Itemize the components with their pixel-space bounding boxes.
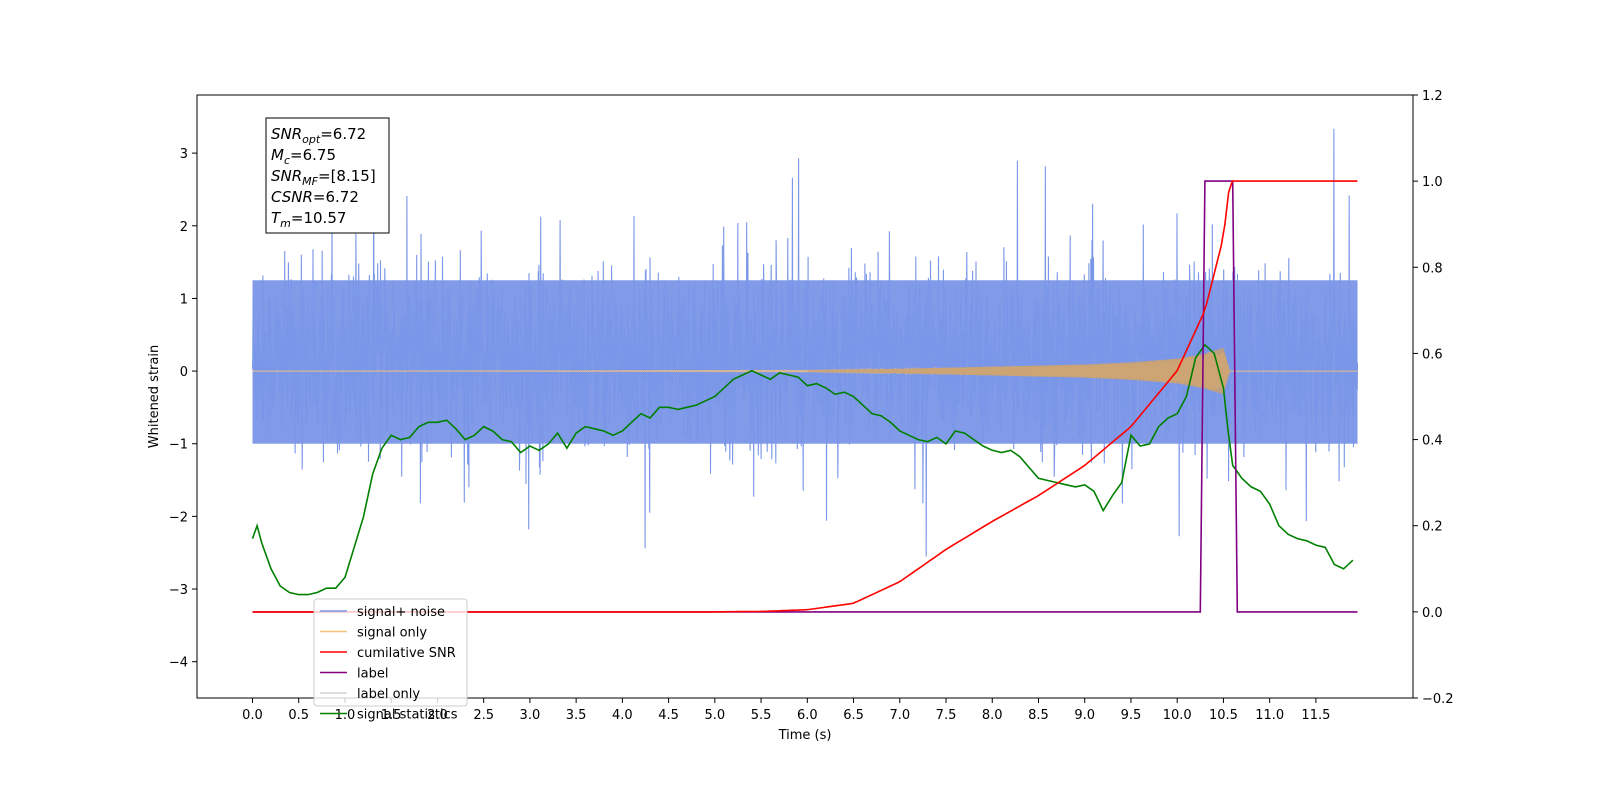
x-tick-label: 6.0 — [797, 708, 818, 723]
y-left-tick-label: −3 — [169, 583, 188, 598]
info-box-line: CSNR=6.72 — [271, 188, 359, 206]
x-tick-label: 7.5 — [936, 708, 957, 723]
info-box-frame — [265, 117, 390, 234]
y-right-tick-label: −0.2 — [1422, 692, 1454, 707]
series-signal-only-envelope — [807, 348, 1230, 394]
info-box-line: Tm=10.57 — [271, 209, 346, 230]
x-tick-label: 4.0 — [612, 708, 633, 723]
plot-layers — [251, 128, 1359, 613]
x-tick-label: 10.5 — [1209, 708, 1238, 723]
y-right-tick-label: 1.0 — [1422, 175, 1443, 190]
y-left-tick-label: 0 — [180, 365, 188, 380]
x-tick-label: 0.0 — [242, 708, 263, 723]
y-right-tick-label: 0.8 — [1422, 261, 1443, 276]
y-left-tick-label: −4 — [169, 656, 188, 671]
legend-label: cumilative SNR — [357, 646, 456, 661]
x-tick-label: 2.0 — [427, 708, 448, 723]
axes-layer: 0.0 0.5 1.0 1.5 2.0 2.5 3.0 3.5 4.0 4.5 5.0 5.5 6.0 6… — [147, 89, 1454, 743]
y-right-tick-label: 0.6 — [1422, 347, 1443, 362]
series-signal-statistics — [251, 343, 1354, 596]
y-left-tick-label: −2 — [169, 510, 188, 525]
x-tick-label: 10.0 — [1163, 708, 1192, 723]
legend-label: label only — [357, 687, 420, 702]
x-tick-label: 5.0 — [704, 708, 725, 723]
legend: signal+ noise signal only cumilative SNR la… — [313, 598, 468, 723]
y-right-tick-label: 0.4 — [1422, 434, 1443, 449]
x-tick-label: 11.0 — [1255, 708, 1284, 723]
y-right-tick-label: 0.0 — [1422, 606, 1443, 621]
y-axis-label: Whitened strain — [147, 345, 162, 448]
x-tick-label: 11.5 — [1301, 708, 1330, 723]
legend-label: label — [357, 667, 388, 682]
x-tick-label: 8.0 — [982, 708, 1003, 723]
legend-frame — [313, 598, 468, 707]
info-box-line: SNRMF=[8.15] — [271, 167, 376, 188]
legend-label: signal statistics — [357, 708, 458, 723]
y-left-tick-label: 3 — [180, 147, 188, 162]
info-box-line: SNRopt=6.72 — [271, 125, 366, 146]
x-tick-label: 3.0 — [520, 708, 541, 723]
series-label — [252, 180, 1358, 613]
x-tick-label: 5.5 — [751, 708, 772, 723]
x-tick-label: 1.5 — [381, 708, 402, 723]
legend-label: signal+ noise — [357, 605, 445, 620]
x-tick-label: 0.5 — [288, 708, 309, 723]
x-tick-label: 1.0 — [335, 708, 356, 723]
y-right-tick-label: 0.2 — [1422, 520, 1443, 535]
plot-area — [251, 128, 1359, 613]
info-box-line: Mc=6.75 — [271, 146, 336, 167]
x-tick-label: 4.5 — [658, 708, 679, 723]
legend-label: signal only — [357, 626, 427, 641]
x-axis-label: Time (s) — [778, 728, 832, 743]
x-tick-label: 9.0 — [1074, 708, 1095, 723]
x-tick-label: 3.5 — [566, 708, 587, 723]
axes-frame — [196, 94, 1414, 699]
x-tick-label: 6.5 — [843, 708, 864, 723]
x-tick-label: 2.5 — [473, 708, 494, 723]
y-left-tick-label: −1 — [169, 438, 188, 453]
x-tick-label: 8.5 — [1028, 708, 1049, 723]
x-tick-label: 9.5 — [1121, 708, 1142, 723]
y-left-tick-label: 2 — [180, 220, 188, 235]
x-tick-label: 7.0 — [889, 708, 910, 723]
y-right-tick-label: 1.2 — [1422, 89, 1443, 104]
y-left-tick-label: 1 — [180, 292, 188, 307]
